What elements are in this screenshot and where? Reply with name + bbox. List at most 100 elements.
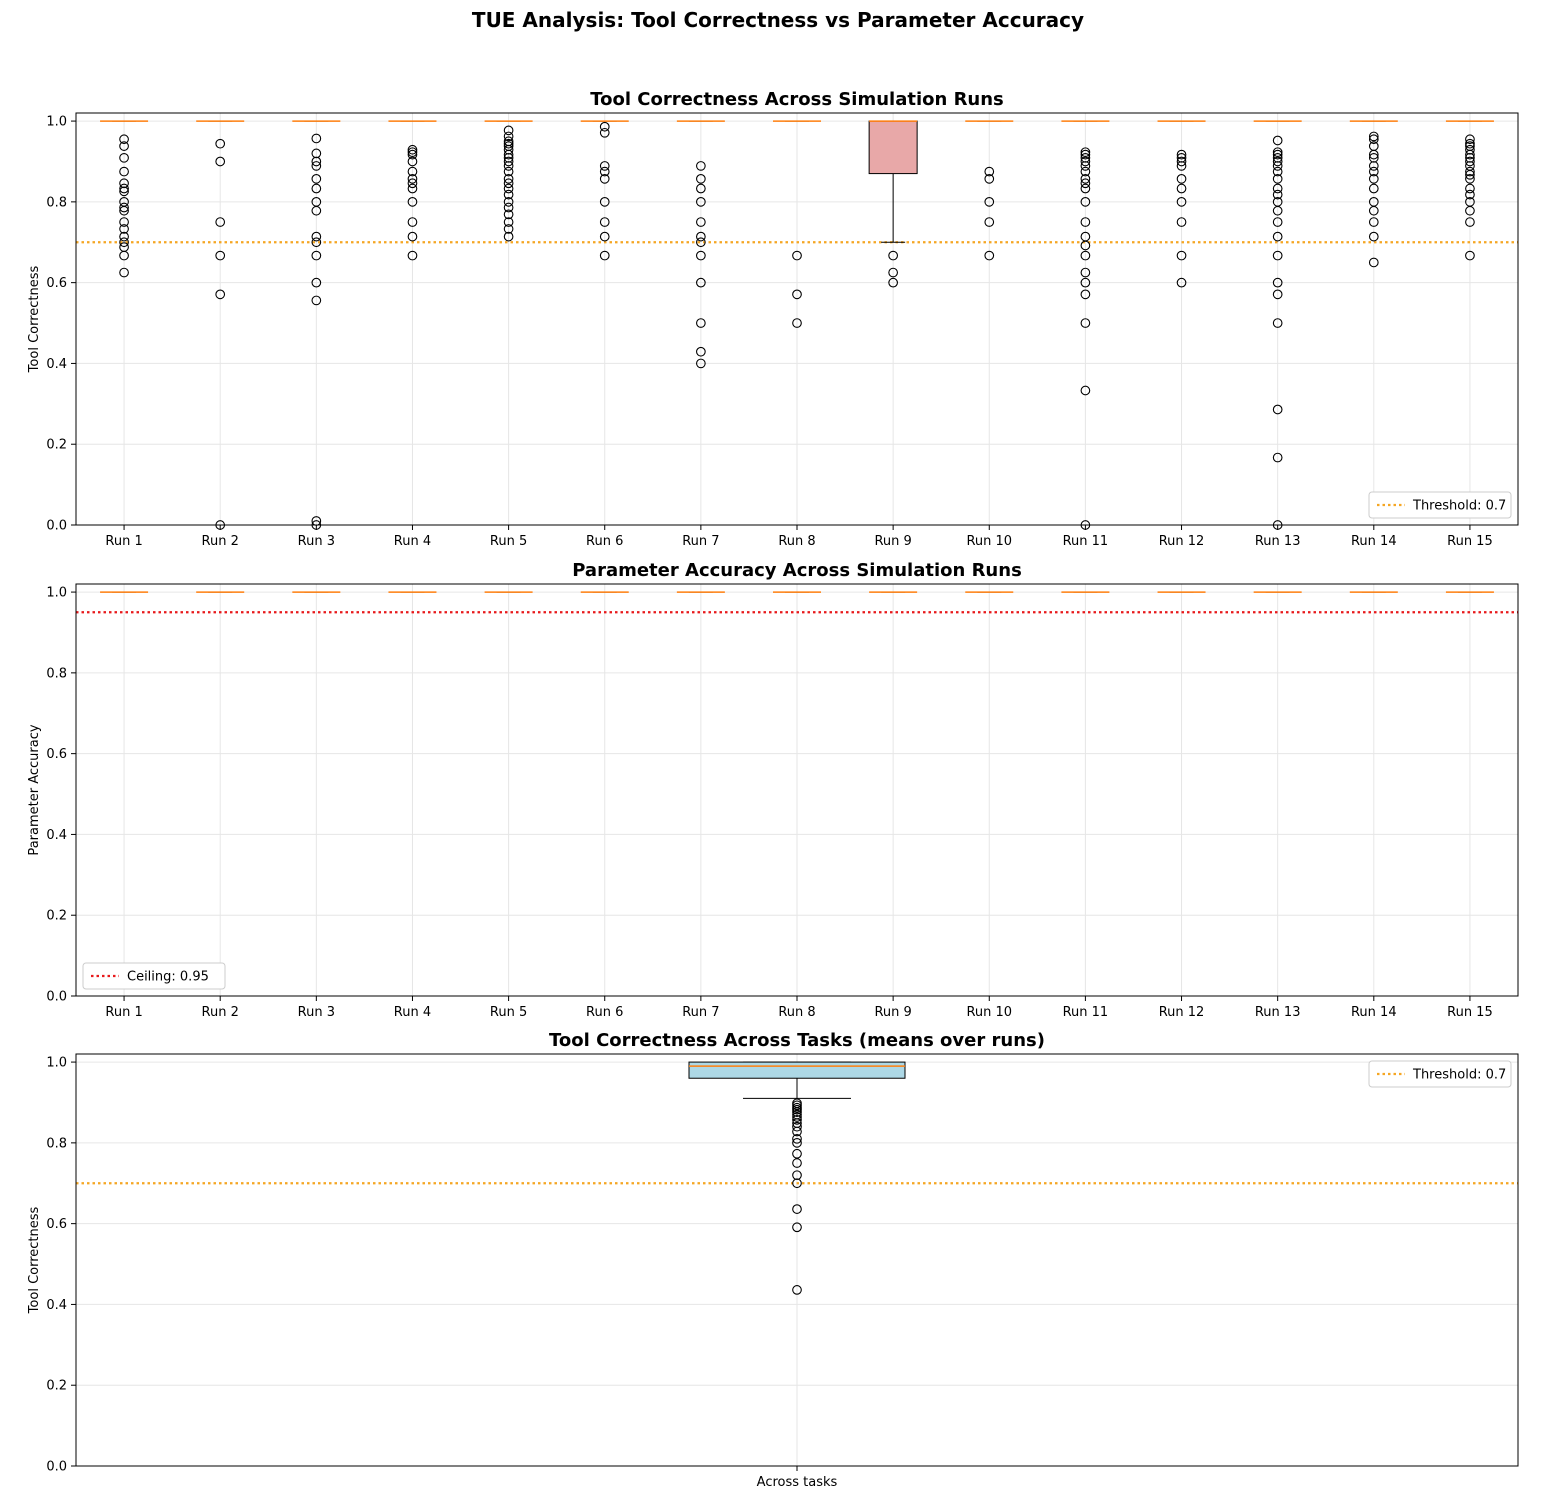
y-axis-label: Parameter Accuracy (27, 724, 42, 855)
box-11 (1061, 120, 1110, 530)
flier-point (1080, 318, 1091, 328)
flier-point (119, 224, 129, 234)
flier-point (1368, 131, 1379, 142)
flier-point (503, 189, 514, 200)
x-tick-label: Run 8 (778, 1005, 815, 1020)
flier-point (696, 318, 706, 328)
flier-point (119, 237, 129, 248)
y-tick-label: 1.0 (46, 586, 67, 601)
flier-point (792, 1112, 802, 1122)
flier-point (696, 346, 706, 357)
x-tick-label: Run 6 (586, 1005, 623, 1020)
flier-point (984, 173, 995, 184)
x-tick-label: Run 4 (394, 534, 431, 549)
flier-point (792, 1121, 802, 1132)
flier-point (792, 1204, 802, 1214)
flier-point (311, 277, 322, 288)
y-tick-label: 1.0 (46, 1056, 67, 1071)
y-tick-label: 0.0 (46, 1460, 67, 1475)
flier-point (1080, 173, 1091, 184)
flier-point (311, 183, 322, 194)
y-tick-label: 0.4 (46, 828, 67, 843)
flier-point (503, 161, 514, 171)
x-tick-label: Run 3 (298, 534, 335, 549)
flier-point (311, 156, 322, 167)
flier-point (311, 205, 322, 216)
box-7 (676, 120, 725, 369)
y-tick-label: 0.2 (46, 1379, 67, 1394)
flier-point (407, 197, 418, 207)
flier-point (119, 231, 129, 242)
flier-point (696, 277, 706, 288)
flier-point (599, 161, 610, 171)
flier-point (503, 183, 514, 194)
flier-point (599, 127, 610, 138)
flier-point (311, 173, 322, 184)
y-tick-label: 0.4 (46, 1298, 67, 1313)
flier-point (1080, 217, 1091, 227)
x-tick-label: Run 11 (1063, 1005, 1109, 1020)
flier-point (1368, 231, 1379, 242)
flier-point (215, 289, 226, 300)
flier-point (503, 197, 514, 207)
box-4 (388, 120, 437, 261)
flier-point (503, 202, 514, 213)
x-tick-label: Run 5 (490, 534, 527, 549)
flier-point (1272, 452, 1283, 463)
flier-point (696, 250, 706, 261)
flier-point (1368, 134, 1379, 145)
flier-point (311, 161, 322, 171)
flier-point (503, 173, 514, 184)
axes-frame (75, 112, 1519, 526)
legend-label: Threshold: 0.7 (1412, 499, 1506, 514)
flier-point (792, 250, 802, 261)
flier-point (503, 149, 514, 160)
flier-point (984, 197, 995, 207)
flier-point (311, 295, 322, 306)
x-tick-label: Run 5 (490, 1005, 527, 1020)
flier-point (1465, 250, 1475, 261)
flier-point (1080, 197, 1091, 207)
flier-point (407, 147, 418, 158)
flier-point (215, 250, 226, 261)
y-tick-label: 0.8 (46, 666, 67, 681)
flier-point (599, 173, 610, 184)
flier-point (696, 197, 706, 207)
flier-point (792, 1222, 802, 1233)
flier-point (119, 217, 129, 227)
chart-title: Parameter Accuracy Across Simulation Run… (572, 560, 1022, 581)
flier-point (792, 1133, 802, 1144)
legend-box (1368, 491, 1512, 519)
flier-point (1465, 217, 1475, 227)
flier-point (1080, 385, 1091, 396)
flier-point (1272, 161, 1283, 171)
y-tick-label: 0.2 (46, 909, 67, 924)
box-1 (100, 120, 149, 278)
flier-point (792, 1158, 802, 1168)
flier-point (1272, 149, 1283, 160)
flier-point (1368, 205, 1379, 216)
flier-point (1465, 138, 1475, 149)
legend: Threshold: 0.7 (1368, 491, 1512, 519)
flier-point (1272, 147, 1283, 158)
box-9 (868, 120, 918, 288)
x-tick-label: Run 10 (966, 534, 1012, 549)
flier-point (1368, 183, 1379, 194)
box-body (688, 1061, 906, 1079)
flier-point (503, 138, 514, 149)
flier-point (792, 289, 802, 300)
y-tick-label: 0.0 (46, 519, 67, 534)
flier-point (1080, 277, 1091, 288)
y-tick-label: 0.4 (46, 357, 67, 372)
figure-title: TUE Analysis: Tool Correctness vs Parame… (471, 8, 1085, 32)
flier-point (119, 152, 129, 163)
flier-point (1368, 217, 1379, 227)
flier-point (503, 224, 514, 234)
flier-point (1176, 156, 1187, 167)
box-body (868, 120, 918, 175)
flier-point (1465, 156, 1475, 167)
flier-point (792, 1126, 802, 1137)
flier-point (1272, 189, 1283, 200)
